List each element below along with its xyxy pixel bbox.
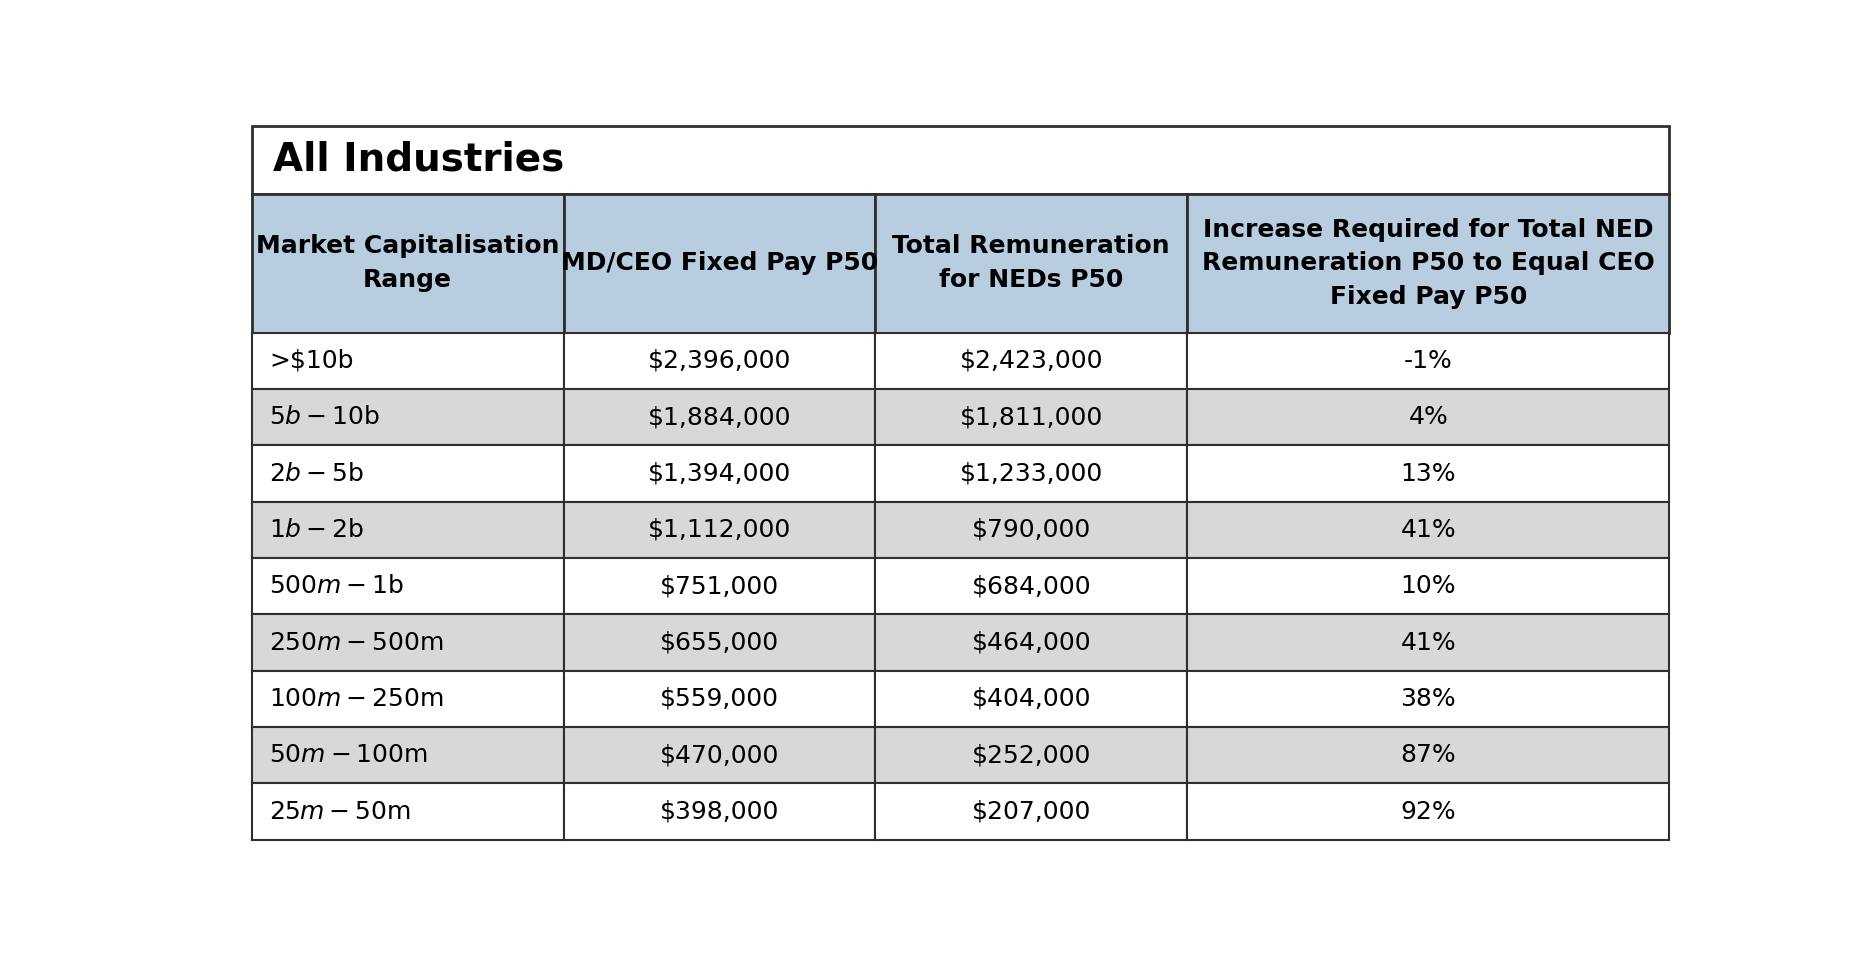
Bar: [1187, 671, 1669, 728]
Bar: [875, 615, 1187, 671]
Bar: [1187, 728, 1669, 784]
Text: $2b - $5b: $2b - $5b: [270, 462, 363, 486]
Text: $500m - $1b: $500m - $1b: [270, 575, 405, 598]
Text: $2,396,000: $2,396,000: [648, 349, 790, 373]
Text: -1%: -1%: [1403, 349, 1452, 373]
Bar: [564, 558, 875, 615]
Bar: [564, 615, 875, 671]
Text: Increase Required for Total NED
Remuneration P50 to Equal CEO
Fixed Pay P50: Increase Required for Total NED Remunera…: [1201, 218, 1654, 309]
Bar: [875, 784, 1187, 839]
Bar: [564, 671, 875, 728]
Bar: [875, 728, 1187, 784]
Text: $464,000: $464,000: [970, 631, 1090, 655]
Text: $1,884,000: $1,884,000: [648, 405, 790, 429]
Text: 87%: 87%: [1399, 744, 1455, 768]
Bar: [251, 615, 564, 671]
Text: 92%: 92%: [1399, 799, 1455, 824]
Text: $1b - $2b: $1b - $2b: [270, 518, 363, 542]
Text: $398,000: $398,000: [659, 799, 779, 824]
Bar: [251, 784, 564, 839]
Text: $50m - $100m: $50m - $100m: [270, 744, 427, 768]
Text: $1,112,000: $1,112,000: [648, 518, 790, 542]
Text: $470,000: $470,000: [659, 744, 779, 768]
Text: Market Capitalisation
Range: Market Capitalisation Range: [257, 234, 558, 292]
Text: $1,233,000: $1,233,000: [959, 462, 1103, 486]
Text: $1,394,000: $1,394,000: [648, 462, 790, 486]
Text: 38%: 38%: [1399, 687, 1455, 711]
Text: $559,000: $559,000: [659, 687, 779, 711]
Bar: [251, 126, 1669, 194]
Bar: [251, 671, 564, 728]
Bar: [251, 445, 564, 502]
Text: 41%: 41%: [1399, 518, 1455, 542]
Bar: [564, 333, 875, 389]
Bar: [875, 333, 1187, 389]
Bar: [564, 502, 875, 558]
Text: 10%: 10%: [1399, 575, 1455, 598]
Bar: [1187, 445, 1669, 502]
Bar: [875, 671, 1187, 728]
Text: $25m - $50m: $25m - $50m: [270, 799, 410, 824]
Bar: [875, 558, 1187, 615]
Text: $655,000: $655,000: [659, 631, 779, 655]
Text: $684,000: $684,000: [970, 575, 1090, 598]
Bar: [875, 502, 1187, 558]
Text: $751,000: $751,000: [659, 575, 779, 598]
Text: MD/CEO Fixed Pay P50: MD/CEO Fixed Pay P50: [560, 251, 878, 275]
Text: 4%: 4%: [1408, 405, 1448, 429]
Text: $2,423,000: $2,423,000: [959, 349, 1103, 373]
Bar: [875, 445, 1187, 502]
Text: Total Remuneration
for NEDs P50: Total Remuneration for NEDs P50: [892, 234, 1169, 292]
Text: $1,811,000: $1,811,000: [959, 405, 1103, 429]
Bar: [564, 728, 875, 784]
Text: $5b - $10b: $5b - $10b: [270, 405, 380, 429]
Bar: [564, 389, 875, 445]
Bar: [1187, 194, 1669, 333]
Bar: [251, 333, 564, 389]
Bar: [251, 194, 564, 333]
Text: $207,000: $207,000: [970, 799, 1090, 824]
Text: $252,000: $252,000: [970, 744, 1090, 768]
Bar: [1187, 558, 1669, 615]
Bar: [875, 389, 1187, 445]
Bar: [251, 502, 564, 558]
Bar: [1187, 784, 1669, 839]
Text: $100m - $250m: $100m - $250m: [270, 687, 444, 711]
Text: >$10b: >$10b: [270, 349, 354, 373]
Bar: [1187, 389, 1669, 445]
Text: 13%: 13%: [1399, 462, 1455, 486]
Text: $404,000: $404,000: [970, 687, 1090, 711]
Text: 41%: 41%: [1399, 631, 1455, 655]
Bar: [564, 194, 875, 333]
Bar: [564, 784, 875, 839]
Bar: [251, 728, 564, 784]
Bar: [251, 389, 564, 445]
Bar: [1187, 502, 1669, 558]
Text: $790,000: $790,000: [972, 518, 1090, 542]
Bar: [875, 194, 1187, 333]
Text: All Industries: All Industries: [273, 141, 564, 179]
Text: $250m - $500m: $250m - $500m: [270, 631, 444, 655]
Bar: [251, 558, 564, 615]
Bar: [564, 445, 875, 502]
Bar: [1187, 333, 1669, 389]
Bar: [1187, 615, 1669, 671]
